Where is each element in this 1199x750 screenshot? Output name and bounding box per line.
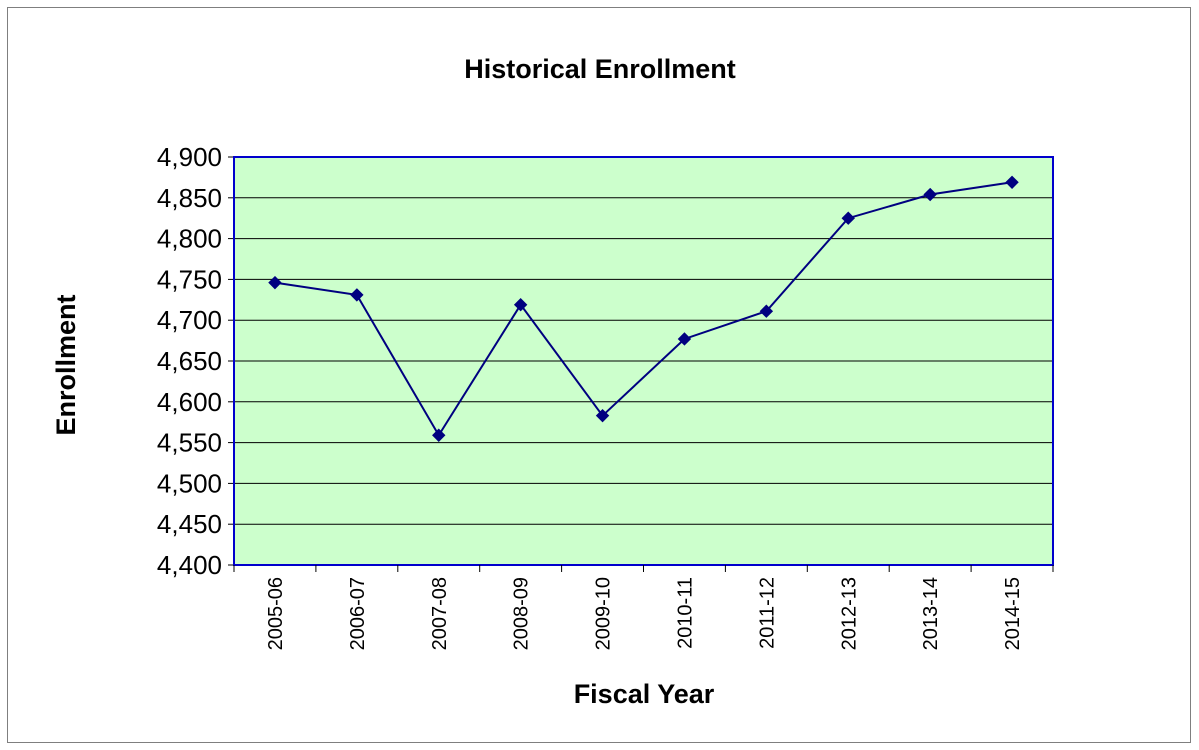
y-tick-label: 4,800 xyxy=(157,224,222,254)
x-tick-label: 2014-15 xyxy=(1002,577,1024,650)
data-point xyxy=(759,304,774,318)
x-tick-label: 2007-08 xyxy=(429,577,451,650)
x-tick-label: 2005-06 xyxy=(265,577,287,650)
chart-title: Historical Enrollment xyxy=(464,54,736,84)
x-tick-label: 2013-14 xyxy=(920,577,942,650)
y-tick-label: 4,500 xyxy=(157,468,222,498)
data-point xyxy=(432,428,446,442)
data-point xyxy=(677,332,692,346)
y-tick-label: 4,900 xyxy=(157,142,222,172)
x-tick-label: 2010-11 xyxy=(674,577,696,649)
series-group xyxy=(268,175,1019,442)
data-point xyxy=(268,275,282,290)
y-axis-label: Enrollment xyxy=(51,294,81,435)
gridlines xyxy=(228,156,1053,566)
y-tick-label: 4,400 xyxy=(157,550,222,580)
data-point xyxy=(350,288,364,302)
x-tick-labels: 2005-06 2006-07 2007-08 2008-09 2009-10 2010-… xyxy=(265,577,1024,650)
axes xyxy=(233,156,1054,572)
data-point xyxy=(513,297,528,312)
y-tick-label: 4,450 xyxy=(157,509,222,539)
x-tick-label: 2012-13 xyxy=(838,577,860,650)
y-tick-label: 4,750 xyxy=(157,264,222,294)
y-tick-label: 4,550 xyxy=(157,428,222,458)
data-point xyxy=(841,211,855,225)
x-tick-label: 2006-07 xyxy=(347,577,369,650)
y-tick-labels: 4,400 4,450 4,500 4,550 4,600 4,650 4,700 4,750… xyxy=(157,142,222,580)
data-point xyxy=(923,187,937,202)
data-point xyxy=(1005,175,1019,190)
series-line xyxy=(274,181,1013,438)
y-tick-label: 4,700 xyxy=(157,305,222,335)
x-tick-label: 2011-12 xyxy=(756,577,778,649)
y-tick-label: 4,850 xyxy=(157,183,222,213)
x-tick-label: 2009-10 xyxy=(593,577,615,650)
y-tick-label: 4,650 xyxy=(157,346,222,376)
data-point xyxy=(595,408,610,423)
x-tick-label: 2008-09 xyxy=(511,577,533,650)
x-axis-label: Fiscal Year xyxy=(574,679,715,709)
y-tick-label: 4,600 xyxy=(157,387,222,417)
